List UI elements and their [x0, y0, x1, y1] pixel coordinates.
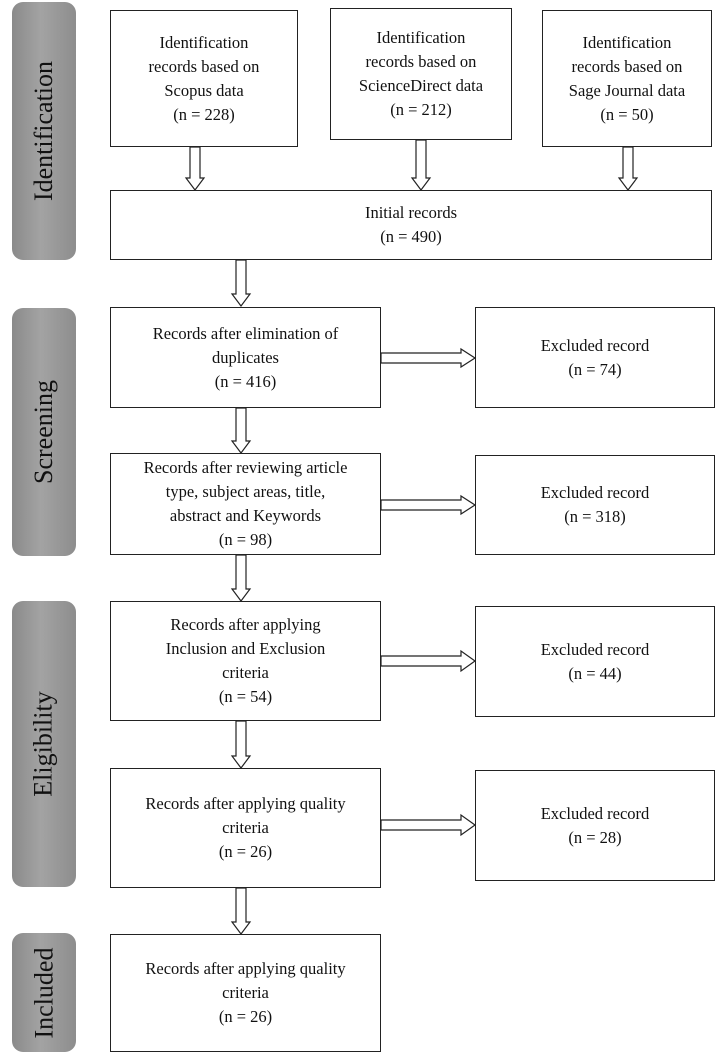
excluded-record-box-2: Excluded record (n = 318)	[475, 455, 715, 555]
source-sage-line: records based on	[571, 56, 683, 76]
arrow-down-icon	[230, 887, 252, 935]
stage-included: Included	[12, 933, 76, 1052]
source-sage-line: Sage Journal data	[568, 80, 686, 100]
source-scopus-box: Identification records based on Scopus d…	[110, 10, 298, 147]
excluded-record-label: Excluded record	[540, 335, 650, 355]
source-sciencedirect-line: ScienceDirect data	[358, 76, 484, 95]
arrow-down-icon	[230, 554, 252, 602]
source-sciencedirect-line: records based on	[365, 52, 477, 71]
review-records-line: Records after reviewing article	[143, 458, 348, 477]
excluded-record-label: Excluded record	[540, 483, 650, 502]
source-scopus-line: records based on	[148, 56, 260, 76]
source-sage-line: Identification	[582, 32, 672, 52]
dedup-records-count: (n = 416)	[214, 371, 277, 391]
quality-records-line: criteria	[222, 818, 269, 837]
source-sciencedirect-box: Identification records based on ScienceD…	[330, 8, 512, 140]
dedup-records-box: Records after elimination of duplicates …	[110, 307, 381, 408]
excluded-record-box-3: Excluded record (n = 44)	[475, 606, 715, 717]
criteria-records-line: criteria	[222, 663, 269, 682]
final-records-box: Records after applying quality criteria …	[110, 934, 381, 1052]
excluded-record-count: (n = 74)	[568, 359, 622, 379]
criteria-records-count: (n = 54)	[218, 687, 273, 706]
arrow-down-icon	[230, 407, 252, 454]
review-records-line: type, subject areas, title,	[165, 482, 326, 501]
excluded-record-box-4: Excluded record (n = 28)	[475, 770, 715, 881]
source-sage-count: (n = 50)	[600, 104, 654, 124]
arrow-right-icon	[380, 494, 477, 516]
arrow-down-icon	[617, 146, 639, 191]
stage-eligibility: Eligibility	[12, 601, 76, 887]
excluded-record-label: Excluded record	[540, 639, 650, 659]
source-scopus-line: Scopus data	[164, 80, 244, 100]
stage-screening: Screening	[12, 308, 76, 556]
arrow-down-icon	[230, 720, 252, 769]
excluded-record-count: (n = 44)	[568, 663, 622, 683]
source-sciencedirect-count: (n = 212)	[390, 100, 452, 119]
quality-records-count: (n = 26)	[218, 842, 273, 861]
initial-records-count: (n = 490)	[380, 227, 442, 246]
quality-records-box: Records after applying quality criteria …	[110, 768, 381, 888]
stage-identification: Identification	[12, 2, 76, 260]
excluded-record-count: (n = 28)	[568, 827, 622, 847]
arrow-right-icon	[380, 649, 477, 673]
source-sciencedirect-line: Identification	[376, 28, 466, 47]
initial-records-label: Initial records	[364, 203, 458, 222]
excluded-record-count: (n = 318)	[564, 507, 626, 526]
review-records-count: (n = 98)	[218, 530, 273, 549]
arrow-down-icon	[184, 146, 206, 191]
dedup-records-line: duplicates	[212, 347, 279, 367]
arrow-down-icon	[410, 139, 432, 191]
dedup-records-line: Records after elimination of	[152, 323, 339, 343]
arrow-right-icon	[380, 813, 477, 837]
excluded-record-label: Excluded record	[540, 803, 650, 823]
initial-records-box: Initial records (n = 490)	[110, 190, 712, 260]
source-scopus-line: Identification	[159, 32, 249, 52]
criteria-records-line: Records after applying	[170, 615, 321, 634]
quality-records-line: Records after applying quality	[145, 794, 346, 813]
review-records-line: abstract and Keywords	[169, 506, 322, 525]
arrow-right-icon	[380, 347, 477, 369]
excluded-record-box-1: Excluded record (n = 74)	[475, 307, 715, 408]
final-records-line: Records after applying quality	[145, 959, 346, 978]
review-records-box: Records after reviewing article type, su…	[110, 453, 381, 555]
criteria-records-box: Records after applying Inclusion and Exc…	[110, 601, 381, 721]
criteria-records-line: Inclusion and Exclusion	[165, 639, 326, 658]
final-records-count: (n = 26)	[218, 1007, 273, 1026]
arrow-down-icon	[230, 259, 252, 307]
final-records-line: criteria	[222, 983, 269, 1002]
source-scopus-count: (n = 228)	[173, 104, 235, 124]
